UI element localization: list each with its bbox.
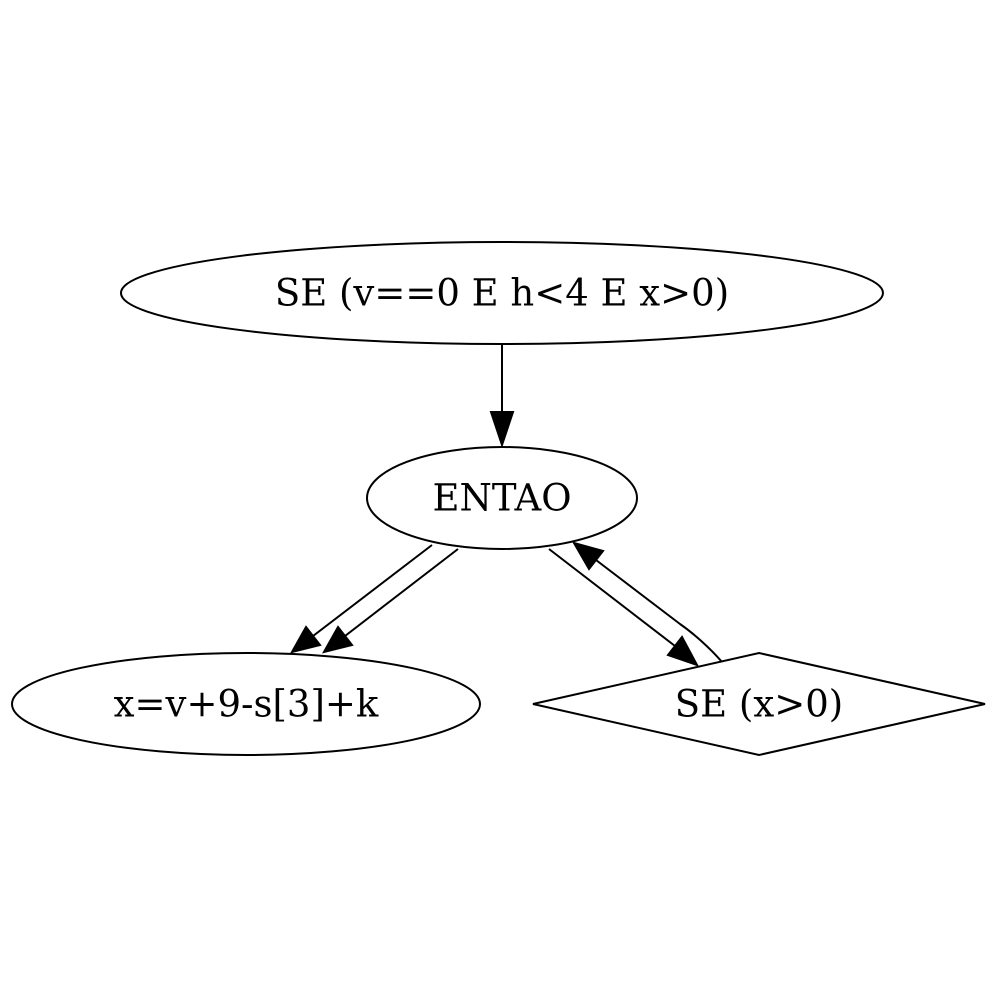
then-label: ENTAO <box>432 477 571 520</box>
node-assignment: x=v+9-s[3]+k <box>11 652 481 756</box>
root-condition-label: SE (v==0 E h<4 E x>0) <box>275 272 729 315</box>
edge-then-to-nested-condition <box>548 548 700 667</box>
arrowhead-icon <box>666 635 700 667</box>
edge-then-to-assignment-2 <box>321 548 459 654</box>
edge-then-to-assignment-1 <box>289 544 433 654</box>
node-then: ENTAO <box>366 446 638 550</box>
node-root-condition: SE (v==0 E h<4 E x>0) <box>120 241 884 345</box>
edge-nested-condition-to-then <box>571 541 723 663</box>
arrowhead-icon <box>289 625 322 654</box>
edge-root-to-then <box>489 344 515 449</box>
assignment-ellipse <box>11 652 481 756</box>
nested-condition-label: SE (x>0) <box>675 683 843 726</box>
arrowhead-icon <box>321 625 354 654</box>
nested-condition-diamond <box>532 651 986 757</box>
arrowhead-icon <box>489 411 515 449</box>
node-nested-condition: SE (x>0) <box>532 651 986 757</box>
arrowhead-icon <box>571 541 605 571</box>
assignment-label: x=v+9-s[3]+k <box>114 683 379 726</box>
